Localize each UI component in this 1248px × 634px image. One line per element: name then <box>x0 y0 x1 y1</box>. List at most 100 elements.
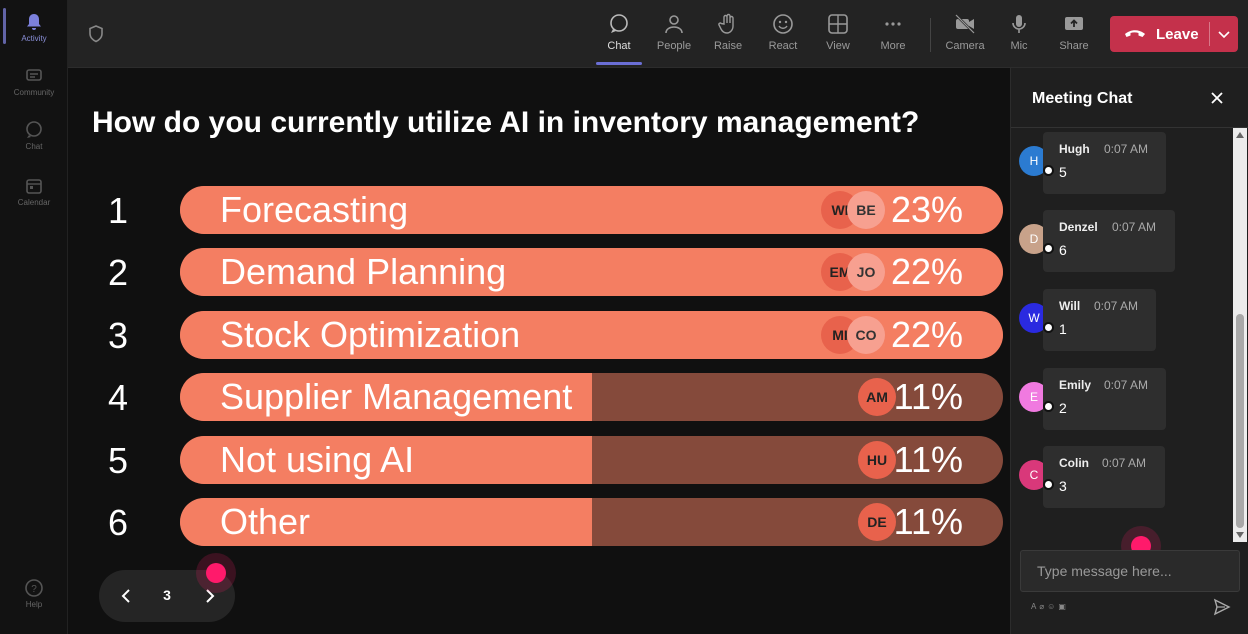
scroll-down-icon[interactable] <box>1236 532 1244 538</box>
rail-item-label: Calendar <box>17 198 51 207</box>
chat-message-input[interactable]: Type message here... <box>1020 550 1240 592</box>
chevron-right-icon[interactable] <box>199 586 219 606</box>
option-label: Supplier Management <box>220 376 573 417</box>
format-icon[interactable]: A <box>1031 602 1040 611</box>
rail-item-label: Chat <box>25 142 43 151</box>
option-label: Demand Planning <box>220 251 507 292</box>
toolbar-share-button[interactable]: Share <box>1050 10 1098 60</box>
shield-icon[interactable] <box>86 24 106 44</box>
toolbar-more-button[interactable]: More <box>869 10 917 60</box>
rail-item-activity[interactable]: Activity <box>0 12 68 43</box>
chevron-left-icon[interactable] <box>117 586 137 606</box>
option-label: Forecasting <box>220 189 409 230</box>
gif-icon[interactable]: ▣ <box>1058 602 1069 611</box>
option-number: 1 <box>108 190 129 231</box>
chevron-down-icon[interactable] <box>1216 26 1232 42</box>
rail-item-help[interactable]: ? Help <box>0 578 68 609</box>
message-bubble: Hugh 0:07 AM 5 <box>1043 132 1166 194</box>
option-number: 6 <box>108 502 129 543</box>
chat-icon <box>26 121 42 138</box>
app-rail: Activity Community Chat Calendar ? Help <box>0 0 68 634</box>
option-bar: Not using AI HU 11% <box>180 436 1003 484</box>
option-percentage: 11% <box>893 439 963 480</box>
poll-option-row[interactable]: 2 Demand Planning EM JO 22% <box>68 248 1010 296</box>
option-percentage: 11% <box>893 376 963 417</box>
presence-status-icon <box>1043 322 1054 333</box>
toolbar-react-button[interactable]: React <box>759 10 807 60</box>
option-percentage: 22% <box>890 314 963 355</box>
message-time: 0:07 AM <box>1112 220 1157 234</box>
send-icon[interactable] <box>1213 598 1231 616</box>
option-bar: Supplier Management AM 11% <box>180 373 1003 421</box>
people-icon <box>665 15 683 34</box>
message-time: 0:07 AM <box>1104 378 1149 392</box>
toolbar-camera-button[interactable]: Camera <box>941 10 989 60</box>
toolbar-chat-button[interactable]: Chat <box>595 10 643 60</box>
toolbar-raise-button[interactable]: Raise <box>704 10 752 60</box>
emoji-icon[interactable]: ☺ <box>1047 602 1059 611</box>
calendar-icon <box>26 179 42 194</box>
option-number: 3 <box>108 315 129 356</box>
poll-option-row[interactable]: 1 Forecasting WI BE 23% <box>68 186 1010 234</box>
option-bar: Stock Optimization MI CO 22% <box>180 311 1003 359</box>
rail-item-chat[interactable]: Chat <box>0 120 68 151</box>
message-bubble: Emily 0:07 AM 2 <box>1043 368 1166 430</box>
rail-item-label: Activity <box>21 34 47 43</box>
toolbar-share-label: Share <box>1059 40 1089 52</box>
option-number: 4 <box>108 377 129 418</box>
presence-status-icon <box>1043 479 1054 490</box>
poll-stage: How do you currently utilize AI in inven… <box>68 68 1010 634</box>
message-text: 1 <box>1059 321 1067 337</box>
poll-option-row[interactable]: 4 Supplier Management AM 11% <box>68 373 1010 421</box>
svg-text:?: ? <box>31 584 37 595</box>
toolbar-mic-button[interactable]: Mic <box>995 10 1043 60</box>
toolbar-chat-label: Chat <box>607 40 631 52</box>
presence-status-icon <box>1043 401 1054 412</box>
attach-icon[interactable]: ⌀ <box>1039 602 1048 611</box>
sender-name: Colin <box>1059 456 1089 470</box>
option-bar-fill <box>180 498 592 546</box>
toolbar-camera-label: Camera <box>945 40 985 52</box>
option-number: 2 <box>108 252 129 293</box>
toolbar-divider <box>930 18 931 52</box>
message-bubble: Denzel 0:07 AM 6 <box>1043 210 1175 272</box>
message-text: 2 <box>1059 400 1067 416</box>
voter-avatar: JO <box>847 253 885 291</box>
option-percentage: 23% <box>890 189 963 230</box>
message-time: 0:07 AM <box>1102 456 1147 470</box>
option-bar-fill <box>180 373 592 421</box>
option-percentage: 11% <box>893 501 963 542</box>
toolbar-more-label: More <box>880 40 906 52</box>
smiley-icon <box>773 14 793 34</box>
message-text: 5 <box>1059 164 1067 180</box>
poll-option-row[interactable]: 6 Other DE 11% <box>68 498 1010 546</box>
voter-avatar: DE <box>858 503 896 541</box>
option-label: Not using AI <box>220 439 415 480</box>
poll-option-row[interactable]: 3 Stock Optimization MI CO 22% <box>68 311 1010 359</box>
toolbar-people-button[interactable]: People <box>650 10 698 60</box>
close-icon[interactable] <box>1209 90 1225 106</box>
message-bubble: Will 0:07 AM 1 <box>1043 289 1156 351</box>
scrollbar-thumb[interactable] <box>1236 314 1244 528</box>
leave-label: Leave <box>1156 25 1199 43</box>
toolbar-view-button[interactable]: View <box>814 10 862 60</box>
voter-avatar: HU <box>858 441 896 479</box>
share-screen-icon <box>1065 17 1083 30</box>
sender-name: Emily <box>1059 378 1092 392</box>
chat-scrollbar[interactable] <box>1233 128 1247 542</box>
active-tab-indicator <box>596 62 642 65</box>
sender-name: Will <box>1059 299 1081 313</box>
rail-item-label: Help <box>25 600 43 609</box>
option-bar: Forecasting WI BE 23% <box>180 186 1003 234</box>
hang-up-icon <box>1125 30 1145 37</box>
presence-status-icon <box>1043 165 1054 176</box>
rail-item-calendar[interactable]: Calendar <box>0 176 68 207</box>
leave-button[interactable]: Leave <box>1110 16 1238 52</box>
sender-name: Denzel <box>1059 220 1098 234</box>
page-number: 3 <box>163 587 171 603</box>
scroll-up-icon[interactable] <box>1236 132 1244 138</box>
chat-icon <box>610 14 628 33</box>
option-label: Stock Optimization <box>220 314 521 355</box>
rail-item-community[interactable]: Community <box>0 66 68 97</box>
poll-option-row[interactable]: 5 Not using AI HU 11% <box>68 436 1010 484</box>
